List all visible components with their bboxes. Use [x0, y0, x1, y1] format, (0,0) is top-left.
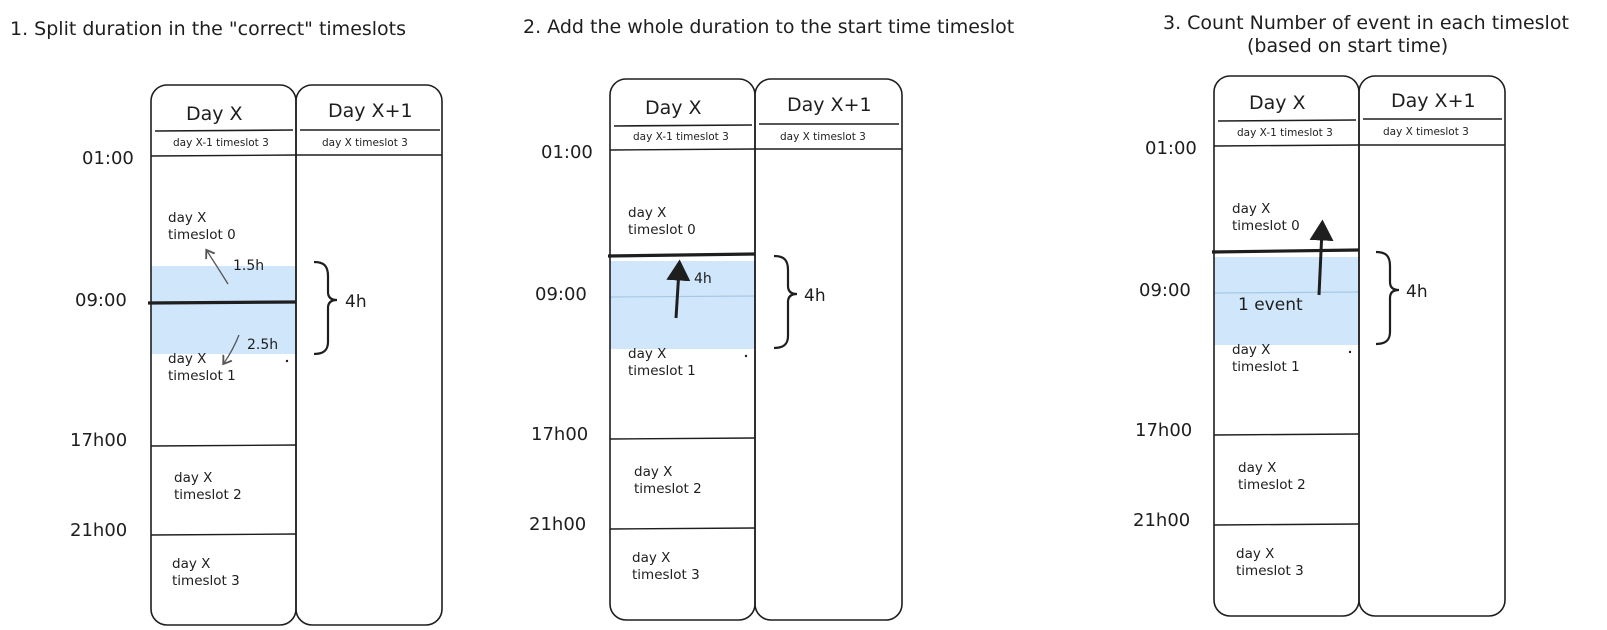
- move-up-arrow: [666, 259, 691, 319]
- duration-label: 4h: [804, 286, 826, 306]
- slot-2-line-1: day X: [634, 464, 672, 480]
- time-label-1700: 17h00: [1135, 420, 1192, 441]
- panel-1: 1. Split duration in the "correct" times…: [10, 18, 443, 626]
- time-label-0100: 01:00: [541, 142, 593, 163]
- inner-duration-label: 4h: [694, 271, 712, 287]
- time-label-0900: 09:00: [75, 290, 127, 311]
- duration-brace: [1375, 250, 1400, 346]
- duration-label: 4h: [345, 292, 367, 312]
- day-x1-header: Day X+1: [787, 94, 872, 116]
- split-up-arrow: [207, 251, 229, 285]
- panel-2-title: 2. Add the whole duration to the start t…: [523, 16, 1014, 38]
- slot-3-line-2: timeslot 3: [1236, 563, 1304, 579]
- move-up-arrow: [1309, 219, 1334, 296]
- duration-brace: [773, 254, 798, 350]
- day-x-header: Day X: [186, 103, 243, 125]
- panel-3-title-line-2: (based on start time): [1247, 35, 1448, 57]
- slot-0-line-2: timeslot 0: [1232, 218, 1300, 234]
- day-x1-header: Day X+1: [1391, 90, 1476, 112]
- panel-3-title-line-1: 3. Count Number of event in each timeslo…: [1163, 12, 1569, 34]
- day-x1-column: [295, 84, 443, 626]
- slot-1-line-1: day X: [168, 351, 206, 367]
- time-label-1700: 17h00: [70, 430, 127, 451]
- time-label-0900: 09:00: [1139, 280, 1191, 301]
- split-down-arrow: [224, 334, 240, 363]
- slot-1-line-1: day X: [1232, 342, 1270, 358]
- day-x-sub-label: day X-1 timeslot 3: [633, 131, 729, 143]
- split-before-label: 1.5h: [233, 258, 264, 274]
- panel-3: 3. Count Number of event in each timeslo…: [1133, 12, 1569, 617]
- slot-3-line-2: timeslot 3: [632, 567, 700, 583]
- slot-1-line-2: timeslot 1: [1232, 359, 1300, 375]
- slot-1-line-2: timeslot 1: [168, 368, 236, 384]
- time-label-0100: 01:00: [1145, 138, 1197, 159]
- slot-2-line-2: timeslot 2: [1238, 477, 1306, 493]
- time-label-2100: 21h00: [529, 514, 586, 535]
- slot-1-line-2: timeslot 1: [628, 363, 696, 379]
- event-highlight: [610, 261, 755, 349]
- panel-1-title: 1. Split duration in the "correct" times…: [10, 18, 406, 40]
- day-x-header: Day X: [645, 97, 702, 119]
- start-time-line: [607, 252, 756, 258]
- day-x1-sub-label: day X timeslot 3: [322, 137, 408, 149]
- slot-0-line-1: day X: [628, 205, 666, 221]
- slot-3-line-1: day X: [1236, 546, 1274, 562]
- day-x1-column: [754, 78, 903, 621]
- slot-0-line-2: timeslot 0: [628, 222, 696, 238]
- split-after-label: 2.5h: [247, 337, 278, 353]
- event-count-label: 1 event: [1238, 295, 1303, 315]
- panel-2: 2. Add the whole duration to the start t…: [523, 16, 1014, 621]
- day-x-sub-label: day X-1 timeslot 3: [173, 137, 269, 149]
- slot-3-line-1: day X: [632, 550, 670, 566]
- day-x-header: Day X: [1249, 92, 1306, 114]
- slot-3-line-2: timeslot 3: [172, 573, 240, 589]
- start-time-line: [147, 300, 297, 305]
- day-x-sub-label: day X-1 timeslot 3: [1237, 127, 1333, 139]
- event-highlight: [1214, 257, 1359, 345]
- slot-0-line-2: timeslot 0: [168, 227, 236, 243]
- day-x1-column: [1358, 75, 1506, 617]
- slot-2-line-1: day X: [174, 470, 212, 486]
- time-label-2100: 21h00: [1133, 510, 1190, 531]
- duration-brace: [313, 260, 338, 356]
- slot-2-line-2: timeslot 2: [634, 481, 702, 497]
- slot-0-line-1: day X: [1232, 201, 1270, 217]
- slot-0-line-1: day X: [168, 210, 206, 226]
- slot-3-line-1: day X: [172, 556, 210, 572]
- day-x1-sub-label: day X timeslot 3: [780, 131, 866, 143]
- time-label-1700: 17h00: [531, 424, 588, 445]
- time-label-0900: 09:00: [535, 284, 587, 305]
- day-x1-header: Day X+1: [328, 100, 413, 122]
- event-highlight: [151, 266, 296, 354]
- day-x1-sub-label: day X timeslot 3: [1383, 126, 1469, 138]
- slot-2-line-2: timeslot 2: [174, 487, 242, 503]
- slot-1-line-1: day X: [628, 346, 666, 362]
- slot-2-line-1: day X: [1238, 460, 1276, 476]
- time-label-2100: 21h00: [70, 520, 127, 541]
- duration-label: 4h: [1406, 282, 1428, 302]
- start-time-line: [1211, 248, 1360, 254]
- time-label-0100: 01:00: [82, 148, 134, 169]
